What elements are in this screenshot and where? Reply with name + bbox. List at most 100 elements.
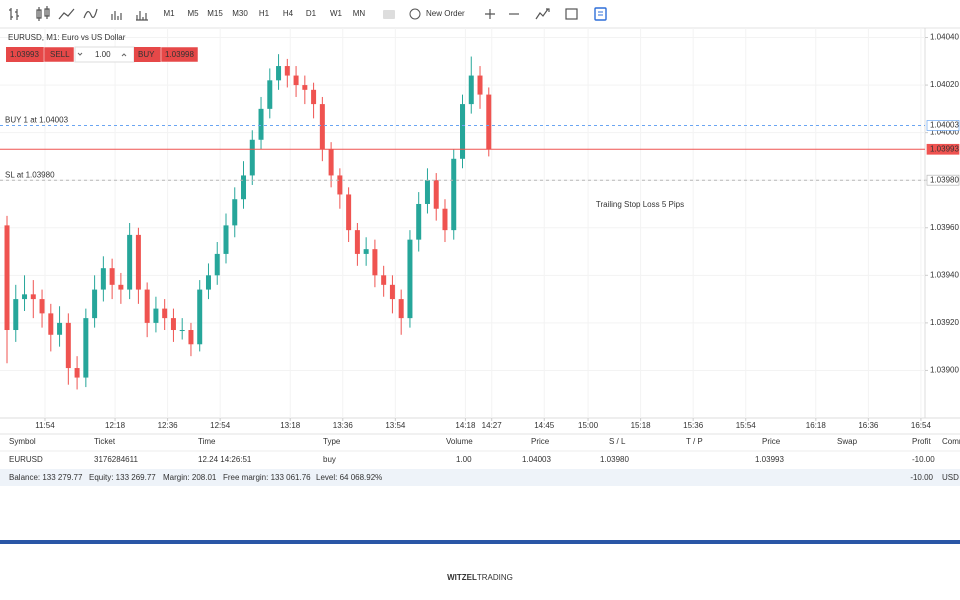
candle-body <box>232 199 238 226</box>
level-tag <box>926 174 960 186</box>
buy-price-box[interactable] <box>160 46 199 63</box>
timeframe[interactable]: H1 <box>259 9 270 18</box>
candle-body <box>258 108 264 140</box>
candle-body <box>249 139 255 176</box>
x-tick-label: 14:45 <box>534 421 555 430</box>
candle-body <box>241 175 247 200</box>
timeframe[interactable]: MN <box>353 9 366 18</box>
level-tag <box>926 120 960 131</box>
cell: -10.00 <box>912 455 935 464</box>
buy-button[interactable] <box>134 47 161 62</box>
candle-body <box>144 289 150 323</box>
candle-body <box>83 318 89 378</box>
candle-body <box>109 268 115 285</box>
indicators[interactable] <box>535 8 550 20</box>
y-tick-label: 1.03900 <box>930 366 959 375</box>
column-header: Volume <box>446 437 473 446</box>
template[interactable] <box>594 7 607 21</box>
candle-icon[interactable] <box>36 6 50 21</box>
column-header: Price <box>531 437 550 446</box>
x-tick-label: 14:27 <box>482 421 503 430</box>
candle-body <box>118 284 124 290</box>
positions-table: Symbol Ticket Time Type Volume Price S / L T / … <box>9 437 960 464</box>
candle-body <box>74 368 80 378</box>
new-order[interactable]: New Order <box>426 9 465 18</box>
sell-price-box[interactable] <box>6 47 44 62</box>
timeframe[interactable]: M5 <box>187 9 199 18</box>
cell: 3176284611 <box>94 455 138 464</box>
tick-icon[interactable] <box>136 11 148 21</box>
timeframe[interactable]: H4 <box>283 9 294 18</box>
y-tick-label: 1.03940 <box>930 270 959 279</box>
x-tick-label: 15:54 <box>736 421 757 430</box>
candle-body <box>188 330 194 345</box>
x-tick-label: 13:36 <box>333 421 354 430</box>
toolbar <box>0 0 960 28</box>
sell-price: 1.03993 <box>10 50 39 59</box>
column-header: T / P <box>686 437 703 446</box>
level-tag-label: 1.03980 <box>930 175 959 184</box>
candle-body <box>39 299 45 314</box>
cell: EURUSD <box>9 455 43 464</box>
candle-body <box>433 180 439 209</box>
timeframe[interactable]: M1 <box>163 9 175 18</box>
x-tick-label: 15:18 <box>631 421 652 430</box>
candle-body <box>337 175 343 195</box>
volume-icon[interactable] <box>111 11 122 20</box>
timeframe[interactable]: M15 <box>207 9 223 18</box>
candle-body <box>205 275 211 290</box>
template-lines <box>598 11 603 16</box>
line-icon[interactable] <box>58 8 75 20</box>
order-icon[interactable] <box>409 8 421 20</box>
x-tick-label: 11:54 <box>35 421 55 430</box>
sell-button[interactable] <box>43 46 75 63</box>
candle-body <box>354 230 360 254</box>
candle-body <box>442 208 448 231</box>
area-icon[interactable] <box>83 8 98 19</box>
candle-body <box>486 94 492 150</box>
free-margin: Free margin: 133 061.76 <box>223 473 311 482</box>
candle-body <box>92 289 98 319</box>
column-header: S / L <box>609 437 626 446</box>
x-tick-label: 13:54 <box>385 421 406 430</box>
buy-label: BUY <box>138 50 155 59</box>
candle-body <box>372 249 378 276</box>
screenshot-icon[interactable] <box>383 10 395 19</box>
x-tick-label: 16:36 <box>858 421 879 430</box>
volume-arrows[interactable] <box>77 52 127 57</box>
brand-rule <box>0 540 960 544</box>
y-tick-label: 1.03960 <box>930 223 959 232</box>
column-header: Price <box>762 437 781 446</box>
timeframe[interactable]: M30 <box>232 9 248 18</box>
y-tick-label: 1.03920 <box>930 318 959 327</box>
timeframe[interactable]: D1 <box>306 9 317 18</box>
x-tick-label: 13:18 <box>280 421 301 430</box>
candle-body <box>48 313 54 335</box>
column-header: Ticket <box>94 437 116 446</box>
level-tag-label: 1.03993 <box>930 144 959 153</box>
bar-icon[interactable] <box>9 8 19 20</box>
chart: 1.03900 1.03920 1.03940 1.03960 1.03980 1.040… <box>0 28 960 430</box>
cell: 1.03980 <box>600 455 629 464</box>
buy-price: 1.03998 <box>165 50 194 59</box>
level-tag-label: 1.04003 <box>930 121 959 130</box>
cell: 12.24 14:26:51 <box>198 455 252 464</box>
volume: 1.00 <box>95 50 111 59</box>
brand-second: TRADING <box>477 573 513 582</box>
column-header: Symbol <box>9 437 36 446</box>
candle-body <box>170 318 176 331</box>
toolbar-icons[interactable] <box>9 6 607 21</box>
level-label: SL at 1.03980 <box>5 170 55 179</box>
timeframe[interactable]: W1 <box>330 9 343 18</box>
candle-body <box>398 299 404 319</box>
candle-body <box>302 85 308 90</box>
total-profit: -10.00 <box>910 473 933 482</box>
candle-body <box>468 75 474 105</box>
candle-body <box>424 180 430 204</box>
candle-body <box>319 104 325 150</box>
calendar[interactable] <box>565 8 578 20</box>
margin: Margin: 208.01 <box>163 473 217 482</box>
zoom-in[interactable] <box>485 9 495 19</box>
grid <box>0 28 925 418</box>
